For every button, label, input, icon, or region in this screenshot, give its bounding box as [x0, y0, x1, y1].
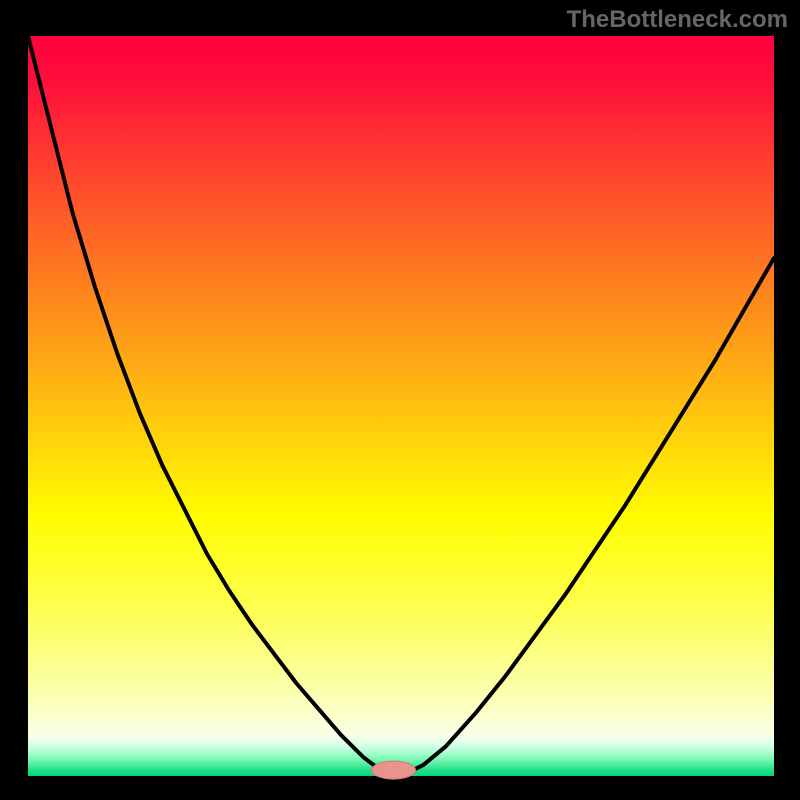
- optimal-marker: [372, 761, 416, 779]
- watermark-text: TheBottleneck.com: [567, 6, 788, 34]
- bottleneck-chart: [0, 0, 800, 800]
- chart-container: TheBottleneck.com: [0, 0, 800, 800]
- plot-area: [28, 36, 774, 776]
